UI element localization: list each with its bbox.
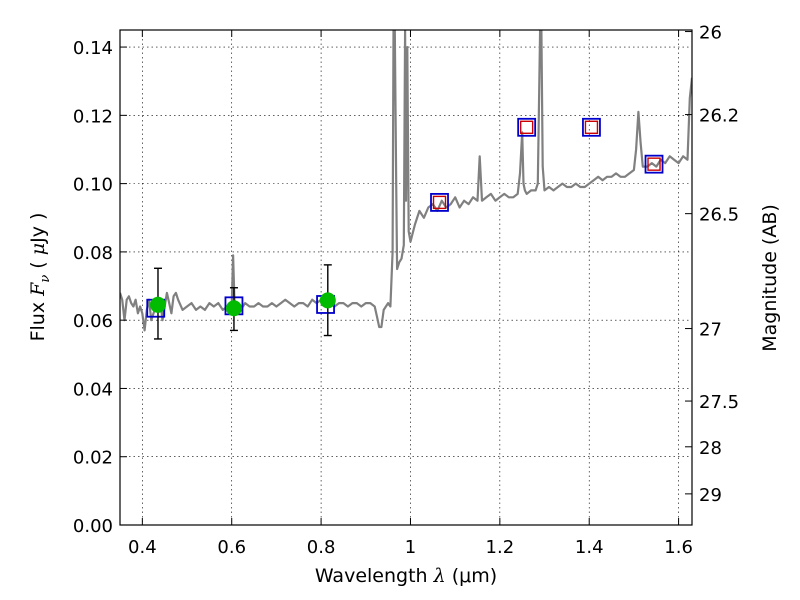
y-tick-label: 0.10 <box>73 175 113 196</box>
model-photometry-square <box>517 117 537 137</box>
mag-tick-label: 29 <box>699 485 722 506</box>
grid-lines <box>120 30 692 526</box>
y-tick-label: 0.12 <box>73 106 113 127</box>
x-axis-title: Wavelength λ (μm) <box>315 565 497 587</box>
mag-tick-label: 27.5 <box>699 392 739 413</box>
x-tick-label: 0.8 <box>307 537 336 558</box>
y2-axis-title: Magnitude (AB) <box>759 204 781 352</box>
photometry-markers <box>146 117 664 340</box>
spectrum-series <box>120 30 692 332</box>
y-tick-label: 0.08 <box>73 243 113 264</box>
spectrum-line <box>120 30 692 332</box>
y-axis-title-text: Flux <box>27 302 49 342</box>
upper-limit-marker <box>432 195 447 210</box>
x-tick-label: 1.4 <box>575 537 604 558</box>
x-tick-label: 0.4 <box>128 537 157 558</box>
y-tick-label: 0.06 <box>73 311 113 332</box>
y-tick-label: 0.14 <box>73 38 113 59</box>
y-axis-title-paren: ( <box>27 261 49 268</box>
y-tick-label: 0.02 <box>73 448 113 469</box>
mag-tick-label: 26 <box>699 23 722 44</box>
x-tick-label: 1.2 <box>486 537 515 558</box>
upper-limit-marker <box>519 120 534 134</box>
x-tick-label: 1.6 <box>664 537 693 558</box>
upper-limit-marker <box>584 120 599 134</box>
y-axis-title-unit: Jy ) <box>27 213 49 244</box>
x-tick-label: 1 <box>405 537 416 558</box>
axis-ticks: 0.4 0.6 0.8 1 1.2 1.4 1.6 0.00 0.02 0.04 0.06 0.08 0… <box>73 23 739 558</box>
detection-point <box>225 300 242 317</box>
detection-point <box>319 292 336 309</box>
x-axis-title-symbol: λ <box>433 565 446 587</box>
x-tick-label: 0.6 <box>217 537 246 558</box>
mag-tick-label: 27 <box>699 320 722 341</box>
mag-tick-label: 26.5 <box>699 205 739 226</box>
y-axis-title: Flux Fν ( μJy ) <box>27 213 53 342</box>
y-tick-label: 0.00 <box>73 516 113 537</box>
mag-tick-label: 28 <box>699 438 722 459</box>
y-axis-title-subscript: ν <box>38 275 53 283</box>
detection-point <box>149 296 166 313</box>
y-axis-title-mu: μ <box>27 243 49 255</box>
mag-tick-label: 26.2 <box>699 106 739 127</box>
plot-frame <box>119 29 693 526</box>
x-axis-title-text: Wavelength <box>315 565 428 587</box>
model-photometry-square <box>430 192 449 212</box>
model-photometry-square <box>644 154 664 174</box>
y-tick-label: 0.04 <box>73 379 113 400</box>
model-photometry-square <box>582 117 601 137</box>
y-axis-title-symbol: F <box>27 282 49 297</box>
x-axis-title-unit: (μm) <box>452 565 497 587</box>
upper-limit-marker <box>647 157 661 171</box>
